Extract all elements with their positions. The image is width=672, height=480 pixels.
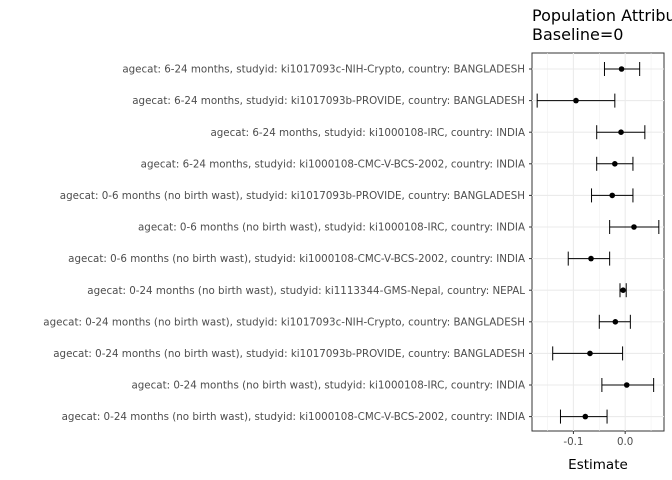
point-estimate <box>612 319 619 325</box>
point-estimate <box>623 382 630 388</box>
y-axis-label: agecat: 0-24 months (no birth wast), stu… <box>131 380 525 392</box>
x-axis-tick-label: 0.0 <box>617 436 633 448</box>
x-axis-title: Estimate <box>568 457 628 473</box>
y-axis-label: agecat: 6-24 months, studyid: ki1017093c… <box>122 64 525 76</box>
point-estimate <box>631 224 637 230</box>
point-estimate <box>618 129 624 135</box>
y-axis-label: agecat: 0-24 months (no birth wast), stu… <box>43 316 525 328</box>
x-axis-tick-label: -0.1 <box>563 436 583 448</box>
point-estimate <box>582 413 589 420</box>
chart-title-line-2: Baseline=0 <box>532 25 623 44</box>
y-axis-labels: agecat: 6-24 months, studyid: ki1017093c… <box>43 64 532 423</box>
y-axis-label: agecat: 0-24 months (no birth wast), stu… <box>87 285 525 297</box>
y-axis-label: agecat: 0-24 months (no birth wast), stu… <box>53 348 525 360</box>
point-estimate <box>609 192 616 199</box>
point-estimate <box>618 66 625 72</box>
y-axis-label: agecat: 6-24 months, studyid: ki1000108-… <box>210 127 525 139</box>
y-axis-label: agecat: 0-24 months (no birth wast), stu… <box>62 411 525 423</box>
point-estimate <box>612 161 618 167</box>
point-estimate <box>588 255 594 262</box>
point-estimate <box>620 287 626 294</box>
confidence-intervals <box>536 62 660 424</box>
y-axis-label: agecat: 0-6 months (no birth wast), stud… <box>138 222 525 234</box>
plot-panel <box>531 52 665 432</box>
point-estimate <box>573 97 579 104</box>
y-axis-label: agecat: 0-6 months (no birth wast), stud… <box>60 190 525 202</box>
y-axis-label: agecat: 6-24 months, studyid: ki1017093b… <box>132 95 525 107</box>
y-axis-label: agecat: 6-24 months, studyid: ki1000108-… <box>141 158 525 170</box>
chart-title-line-1: Population Attributable Difference <box>532 6 672 25</box>
y-axis-label: agecat: 0-6 months (no birth wast), stud… <box>68 253 525 265</box>
x-axis: -0.1 0.0 <box>563 431 633 448</box>
point-estimate <box>587 350 593 357</box>
